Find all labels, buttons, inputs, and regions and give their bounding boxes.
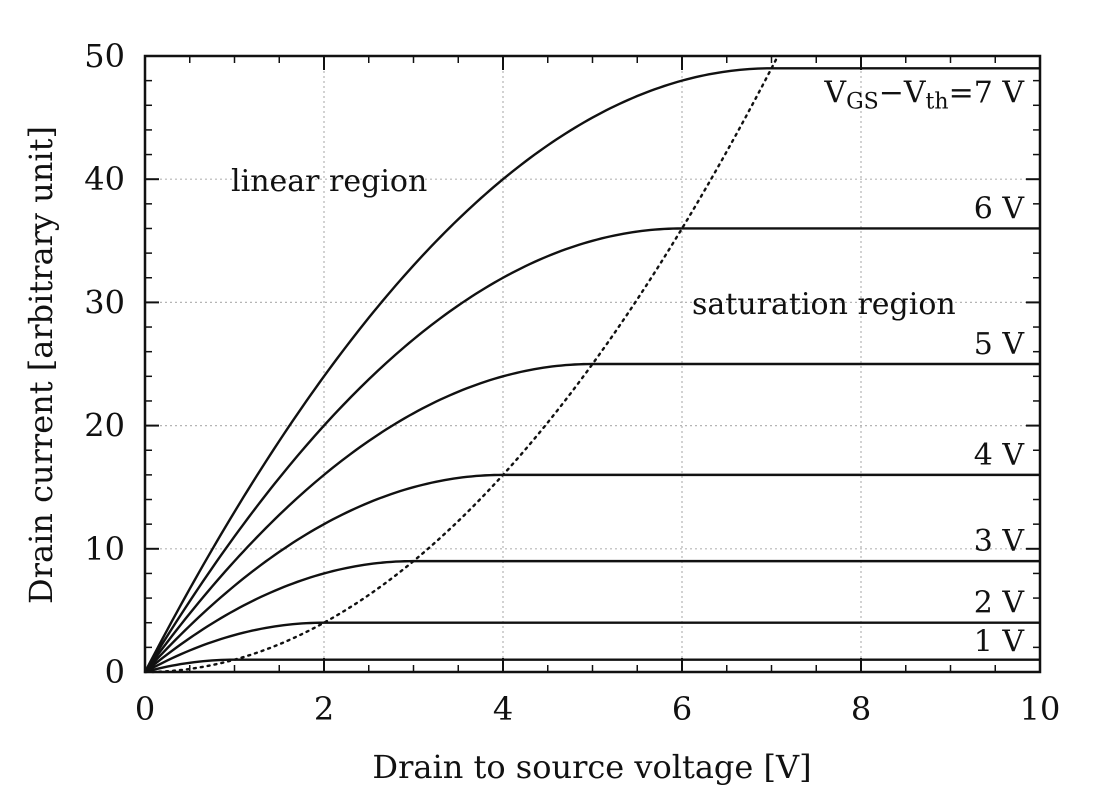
series-label-1: 1 V <box>974 625 1026 660</box>
series-line-6 <box>143 227 1040 673</box>
series-label-3: 3 V <box>974 524 1026 559</box>
series-line-5 <box>144 362 1040 673</box>
series-label-part: V <box>823 75 847 110</box>
y-tick-label: 10 <box>84 530 125 568</box>
x-tick-label: 6 <box>672 690 692 728</box>
x-axis-title: Drain to source voltage [V] <box>372 748 811 786</box>
saturation-region-label: saturation region <box>692 287 956 322</box>
y-tick-label: 20 <box>84 407 125 445</box>
series-label-part: =7 V <box>949 75 1026 110</box>
series-label-4: 4 V <box>974 438 1026 473</box>
grid-layer <box>145 56 1040 672</box>
x-tick-label: 0 <box>135 690 155 728</box>
x-tick-label: 10 <box>1020 690 1061 728</box>
series-line-7 <box>143 67 1040 673</box>
series-line-2 <box>144 621 1040 674</box>
x-tick-label: 8 <box>851 690 871 728</box>
tick-layer: 0 2 4 6 8 10 0 10 20 30 40 50 <box>84 37 1060 728</box>
series-line-4 <box>144 473 1040 673</box>
series-label-6: 6 V <box>974 191 1026 226</box>
series-labels: 1 V 2 V 3 V 4 V 5 V 6 V VGS−Vth=7 V <box>823 75 1025 659</box>
series-line-1 <box>144 658 1040 674</box>
curve-layer <box>143 54 1040 674</box>
y-axis-title: Drain current [arbitrary unit] <box>22 126 60 604</box>
series-line-3 <box>144 559 1040 673</box>
series-label-7: VGS−Vth=7 V <box>823 75 1025 114</box>
linear-region-label: linear region <box>231 164 427 199</box>
y-tick-label: 40 <box>84 160 125 198</box>
saturation-boundary-line <box>143 54 779 674</box>
y-tick-label: 30 <box>84 283 125 321</box>
series-label-subscript: th <box>926 89 949 114</box>
y-tick-label: 50 <box>84 37 125 75</box>
series-label-part: −V <box>879 75 927 110</box>
x-tick-label: 2 <box>314 690 334 728</box>
series-label-5: 5 V <box>974 327 1026 362</box>
y-tick-label: 0 <box>105 653 125 691</box>
series-label-2: 2 V <box>974 586 1026 621</box>
series-label-subscript: GS <box>846 89 879 114</box>
x-tick-label: 4 <box>493 690 513 728</box>
